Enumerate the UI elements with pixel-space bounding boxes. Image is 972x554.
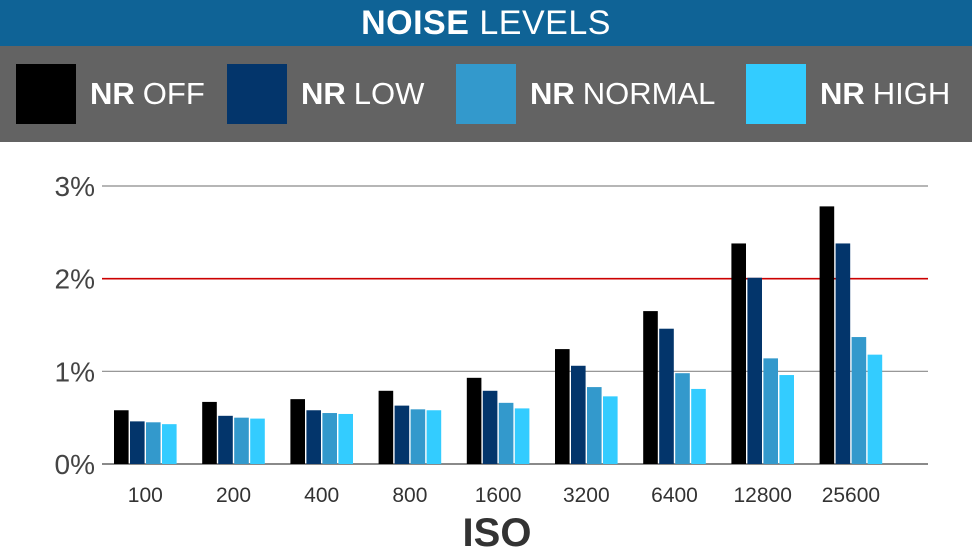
bar bbox=[218, 415, 233, 464]
bar bbox=[643, 311, 658, 464]
bar bbox=[146, 422, 161, 464]
bar bbox=[731, 243, 746, 464]
legend-swatch-nr-off bbox=[16, 64, 76, 124]
legend-label-rest: LOW bbox=[353, 76, 425, 111]
legend-label-rest: HIGH bbox=[872, 76, 951, 111]
bar bbox=[851, 337, 867, 464]
legend-label-nr-high: NR HIGH bbox=[820, 76, 950, 112]
y-tick-label: 1% bbox=[55, 356, 95, 387]
x-tick-label: 400 bbox=[304, 484, 339, 507]
legend-label-bold: NR bbox=[820, 76, 865, 111]
legend-label-bold: NR bbox=[90, 76, 135, 111]
bar bbox=[322, 413, 337, 464]
y-tick-label: 2% bbox=[55, 264, 95, 295]
bar bbox=[394, 405, 410, 464]
bar bbox=[691, 388, 706, 464]
legend-label-bold: NR bbox=[530, 76, 575, 111]
legend-label-nr-low: NR LOW bbox=[301, 76, 424, 112]
bar bbox=[202, 401, 217, 464]
legend: NR OFF NR LOW NR NORMAL NR HIGH bbox=[0, 46, 972, 142]
bar bbox=[763, 358, 778, 464]
chart-title-rest: LEVELS bbox=[479, 3, 611, 42]
bar bbox=[466, 377, 482, 464]
legend-label-rest: OFF bbox=[142, 76, 205, 111]
chart-title-bold: NOISE bbox=[361, 3, 470, 42]
bar bbox=[555, 349, 570, 464]
bar bbox=[378, 390, 394, 464]
legend-item-nr-low: NR LOW bbox=[227, 64, 424, 124]
chart-title: NOISE LEVELS bbox=[0, 0, 972, 46]
bar bbox=[603, 396, 618, 464]
x-tick-label: 200 bbox=[216, 484, 251, 507]
bar bbox=[571, 365, 586, 464]
bar bbox=[819, 206, 835, 464]
x-tick-label: 3200 bbox=[563, 484, 610, 507]
bar bbox=[587, 387, 602, 464]
bar bbox=[514, 408, 530, 464]
bar bbox=[410, 409, 426, 464]
bar bbox=[659, 328, 674, 464]
bar bbox=[162, 424, 177, 464]
bar bbox=[338, 413, 353, 464]
x-tick-label: 12800 bbox=[733, 484, 791, 507]
x-tick-label: 1600 bbox=[475, 484, 522, 507]
legend-item-nr-high: NR HIGH bbox=[746, 64, 950, 124]
legend-swatch-nr-normal bbox=[456, 64, 516, 124]
legend-item-nr-off: NR OFF bbox=[16, 64, 205, 124]
bar bbox=[779, 375, 794, 464]
legend-label-nr-off: NR OFF bbox=[90, 76, 205, 112]
legend-label-bold: NR bbox=[301, 76, 346, 111]
x-tick-label: 800 bbox=[392, 484, 427, 507]
bar bbox=[498, 402, 514, 464]
bar-chart: 0% 1% 2% 3% 100 200 400 800 1600 3200 6400 12800 256… bbox=[55, 171, 928, 554]
bar bbox=[426, 410, 442, 464]
y-tick-label: 0% bbox=[55, 449, 95, 480]
bar bbox=[867, 354, 883, 464]
bar bbox=[234, 417, 249, 464]
legend-swatch-nr-low bbox=[227, 64, 287, 124]
legend-swatch-nr-high bbox=[746, 64, 806, 124]
legend-label-nr-normal: NR NORMAL bbox=[530, 76, 715, 112]
x-axis-title: ISO bbox=[463, 511, 532, 554]
x-tick-label: 6400 bbox=[651, 484, 698, 507]
legend-item-nr-normal: NR NORMAL bbox=[456, 64, 715, 124]
y-tick-label: 3% bbox=[55, 171, 95, 202]
bar bbox=[290, 399, 305, 464]
bar bbox=[306, 410, 321, 464]
bar bbox=[747, 277, 762, 464]
bar bbox=[250, 418, 265, 464]
bar bbox=[675, 373, 690, 464]
legend-label-rest: NORMAL bbox=[582, 76, 716, 111]
x-tick-label: 25600 bbox=[822, 484, 880, 507]
bar bbox=[835, 243, 851, 464]
bar bbox=[114, 410, 129, 464]
bar bbox=[482, 390, 498, 464]
x-tick-label: 100 bbox=[128, 484, 163, 507]
bar bbox=[130, 421, 145, 464]
